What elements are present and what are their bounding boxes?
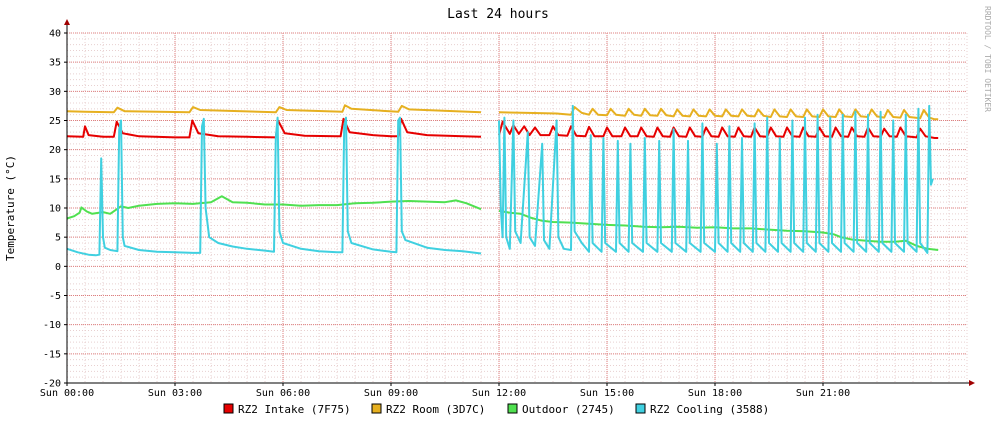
series-line-2 xyxy=(66,104,939,121)
y-tick-label: -20 xyxy=(43,379,61,390)
axes xyxy=(64,19,975,386)
x-tick-label: Sun 09:00 xyxy=(364,388,418,399)
x-tick-label: Sun 06:00 xyxy=(256,388,310,399)
y-tick-label: -15 xyxy=(43,349,61,360)
x-axis-arrow xyxy=(969,380,975,386)
x-tick-label: Sun 00:00 xyxy=(40,388,94,399)
y-tick-label: 5 xyxy=(55,233,61,244)
y-tick-label: 30 xyxy=(49,87,61,98)
x-tick-label: Sun 18:00 xyxy=(688,388,742,399)
legend-swatch-3 xyxy=(507,403,518,414)
x-tick-label: Sun 15:00 xyxy=(580,388,634,399)
legend-swatch-1 xyxy=(223,403,234,414)
y-tick-label: 15 xyxy=(49,174,61,185)
y-tick-label: 35 xyxy=(49,58,61,69)
chart-title: Last 24 hours xyxy=(447,7,549,22)
legend-swatch-2 xyxy=(371,403,382,414)
y-tick-label: 40 xyxy=(49,29,61,40)
y-tick-label: -10 xyxy=(43,320,61,331)
x-tick-label: Sun 12:00 xyxy=(472,388,526,399)
y-tick-label: 0 xyxy=(55,262,61,273)
legend-label-4: RZ2 Cooling (3588) xyxy=(650,403,769,416)
legend-label-2: RZ2 Room (3D7C) xyxy=(386,403,485,416)
y-tick-label: -5 xyxy=(49,291,61,302)
x-tick-label: Sun 03:00 xyxy=(148,388,202,399)
tick-labels: -20 -15 -10 -5 0 5 10 15 20 25 30 35 40 Sun 00:00 Sun … xyxy=(40,29,850,400)
chart-watermark: RRDTOOL / TOBI OETIKER xyxy=(983,6,992,112)
series-line-3 xyxy=(66,195,939,251)
series-line-4 xyxy=(66,104,934,257)
series-layer xyxy=(66,104,939,257)
x-tick-label: Sun 21:00 xyxy=(796,388,850,399)
y-tick-label: 10 xyxy=(49,204,61,215)
y-axis-arrow xyxy=(64,19,70,25)
y-axis-label: Temperature (°C) xyxy=(4,155,17,261)
legend-swatch-4 xyxy=(635,403,646,414)
y-tick-label: 25 xyxy=(49,116,61,127)
legend: RZ2 Intake (7F75) RZ2 Room (3D7C) Outdoor … xyxy=(223,403,769,416)
legend-label-1: RZ2 Intake (7F75) xyxy=(238,403,351,416)
y-tick-label: 20 xyxy=(49,145,61,156)
legend-label-3: Outdoor (2745) xyxy=(522,403,615,416)
